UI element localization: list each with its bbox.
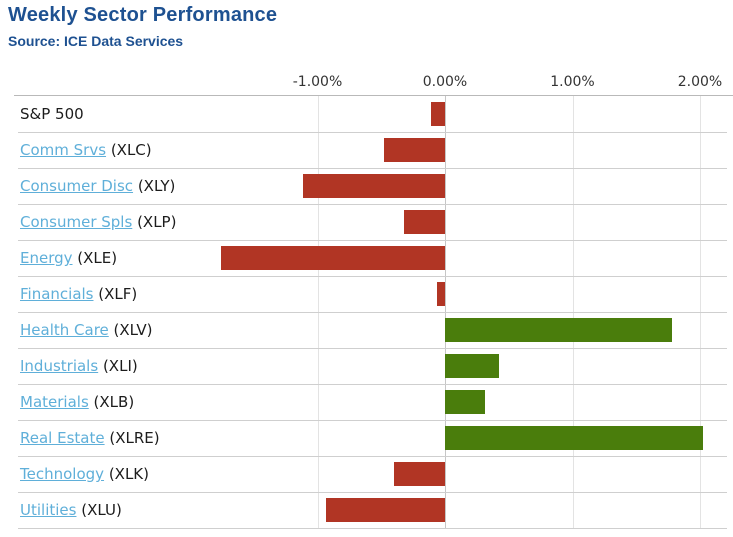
row-separator [18,456,727,457]
row-label: S&P 500 [20,96,84,132]
performance-bar [394,462,445,486]
row-label: Consumer Disc (XLY) [20,168,175,204]
performance-bar [303,174,445,198]
sector-link[interactable]: Energy [20,249,73,267]
ticker-label: (XLE) [77,249,118,267]
row-label: Technology (XLK) [20,456,149,492]
sector-link[interactable]: Financials [20,285,94,303]
page-title: Weekly Sector Performance [8,4,278,26]
row-separator [18,312,727,313]
performance-bar [430,102,445,126]
axis-line [14,95,733,96]
sector-link[interactable]: Technology [20,465,105,483]
performance-bar [445,390,485,414]
row-label: Utilities (XLU) [20,492,122,528]
ticker-label: (XLU) [81,501,122,519]
axis-tick-label: -1.00% [292,74,343,90]
plot-area: S&P 500 Comm Srvs (XLC) Consumer Disc (X… [0,95,733,529]
axis-tick-label: 2.00% [677,74,723,90]
performance-bar [220,246,445,270]
sector-link[interactable]: Consumer Spls [20,213,133,231]
ticker-label: (XLI) [102,357,138,375]
sector-link[interactable]: Materials [20,393,89,411]
ticker-label: (XLB) [93,393,135,411]
ticker-label: (XLF) [98,285,138,303]
row-label: Materials (XLB) [20,384,134,420]
row-separator [18,168,727,169]
ticker-label: (XLC) [110,141,152,159]
row-separator [18,384,727,385]
row-separator [18,276,727,277]
sector-link[interactable]: Industrials [20,357,99,375]
axis-tick-label: 0.00% [422,74,468,90]
axis-tick-label: 1.00% [550,74,595,90]
row-separator [18,492,727,493]
row-separator [18,420,727,421]
sector-link[interactable]: Comm Srvs [20,141,107,159]
source-label: Source: ICE Data Services [8,33,184,49]
row-label: Industrials (XLI) [20,348,138,384]
x-axis: -1.00% 0.00% 1.00% 2.00% [0,74,733,94]
row-label: Comm Srvs (XLC) [20,132,152,168]
ticker-label: (XLRE) [109,429,160,447]
row-label: Consumer Spls (XLP) [20,204,176,240]
performance-bar [445,318,672,342]
sector-link[interactable]: Utilities [20,501,77,519]
row-label: Financials (XLF) [20,276,137,312]
ticker-label: (XLP) [137,213,177,231]
row-separator [18,528,727,529]
row-label: Energy (XLE) [20,240,117,276]
row-separator [18,132,727,133]
row-separator [18,348,727,349]
row-label: Health Care (XLV) [20,312,153,348]
ticker-label: (XLY) [137,177,176,195]
sector-link[interactable]: Real Estate [20,429,105,447]
sector-link[interactable]: Consumer Disc [20,177,134,195]
performance-bar [404,210,445,234]
performance-bar [445,354,499,378]
row-label: Real Estate (XLRE) [20,420,160,456]
performance-bar [383,138,445,162]
performance-bar [326,498,445,522]
performance-bar [445,426,703,450]
sector-link[interactable]: Health Care [20,321,109,339]
ticker-label: (XLK) [108,465,149,483]
performance-bar [437,282,445,306]
row-separator [18,240,727,241]
ticker-label: (XLV) [113,321,153,339]
row-separator [18,204,727,205]
row-label-text: S&P 500 [20,105,84,123]
